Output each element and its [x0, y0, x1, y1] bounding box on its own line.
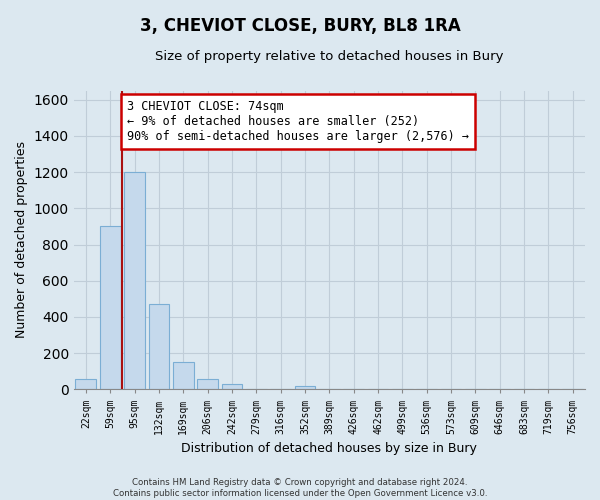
Bar — [124, 172, 145, 390]
Bar — [173, 362, 194, 390]
Text: 3, CHEVIOT CLOSE, BURY, BL8 1RA: 3, CHEVIOT CLOSE, BURY, BL8 1RA — [140, 18, 460, 36]
Bar — [76, 380, 96, 390]
Text: 3 CHEVIOT CLOSE: 74sqm
← 9% of detached houses are smaller (252)
90% of semi-det: 3 CHEVIOT CLOSE: 74sqm ← 9% of detached … — [127, 100, 469, 142]
Bar — [149, 304, 169, 390]
Bar — [221, 384, 242, 390]
Title: Size of property relative to detached houses in Bury: Size of property relative to detached ho… — [155, 50, 503, 63]
Bar — [100, 226, 121, 390]
X-axis label: Distribution of detached houses by size in Bury: Distribution of detached houses by size … — [181, 442, 477, 455]
Bar — [197, 378, 218, 390]
Y-axis label: Number of detached properties: Number of detached properties — [15, 142, 28, 338]
Bar — [295, 386, 316, 390]
Text: Contains HM Land Registry data © Crown copyright and database right 2024.
Contai: Contains HM Land Registry data © Crown c… — [113, 478, 487, 498]
